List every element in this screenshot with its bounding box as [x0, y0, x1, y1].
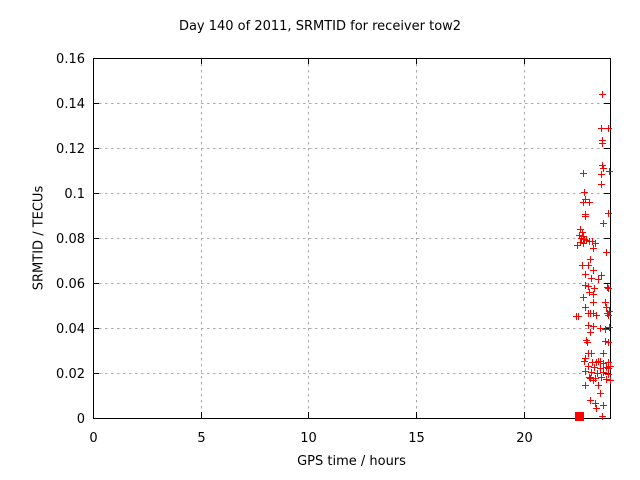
x-axis-label: GPS time / hours [297, 454, 406, 469]
x-tick-label: 10 [300, 431, 317, 446]
y-tick-label: 0.04 [56, 322, 85, 337]
y-tick-label: 0.1 [64, 187, 85, 202]
plot-border [93, 58, 611, 419]
gridlines [93, 58, 610, 418]
y-tick-label: 0.06 [56, 277, 85, 292]
y-tick-label: 0.08 [56, 232, 85, 247]
data-points [575, 412, 584, 421]
y-tick-label: 0.02 [56, 367, 85, 382]
data-points [573, 91, 614, 420]
square-marker [575, 412, 584, 421]
y-tick-label: 0.14 [56, 97, 85, 112]
y-tick-label: 0.12 [56, 142, 85, 157]
plus-markers [573, 91, 614, 420]
x-tick-label: 15 [408, 431, 425, 446]
y-tick-label: 0 [77, 412, 85, 427]
tick-labels: 0 5 10 15 20 0 0.02 0.04 0.06 0.08 0.1 0.12 0.14 0.16 [56, 52, 533, 446]
x-tick-label: 0 [89, 431, 97, 446]
x-tick-label: 20 [516, 431, 533, 446]
x-tick-label: 5 [197, 431, 205, 446]
chart-title: Day 140 of 2011, SRMTID for receiver tow… [178, 19, 462, 34]
y-tick-label: 0.16 [56, 52, 85, 67]
